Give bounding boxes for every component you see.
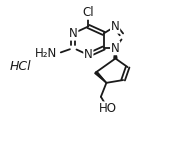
Text: HO: HO (99, 102, 117, 115)
Text: N: N (111, 41, 120, 55)
Text: N: N (69, 27, 78, 40)
Text: N: N (111, 20, 120, 33)
Polygon shape (95, 72, 106, 83)
Polygon shape (114, 48, 117, 59)
Text: N: N (84, 48, 93, 61)
Text: HCl: HCl (10, 60, 31, 73)
Text: H₂N: H₂N (35, 47, 57, 60)
Text: Cl: Cl (82, 6, 94, 19)
